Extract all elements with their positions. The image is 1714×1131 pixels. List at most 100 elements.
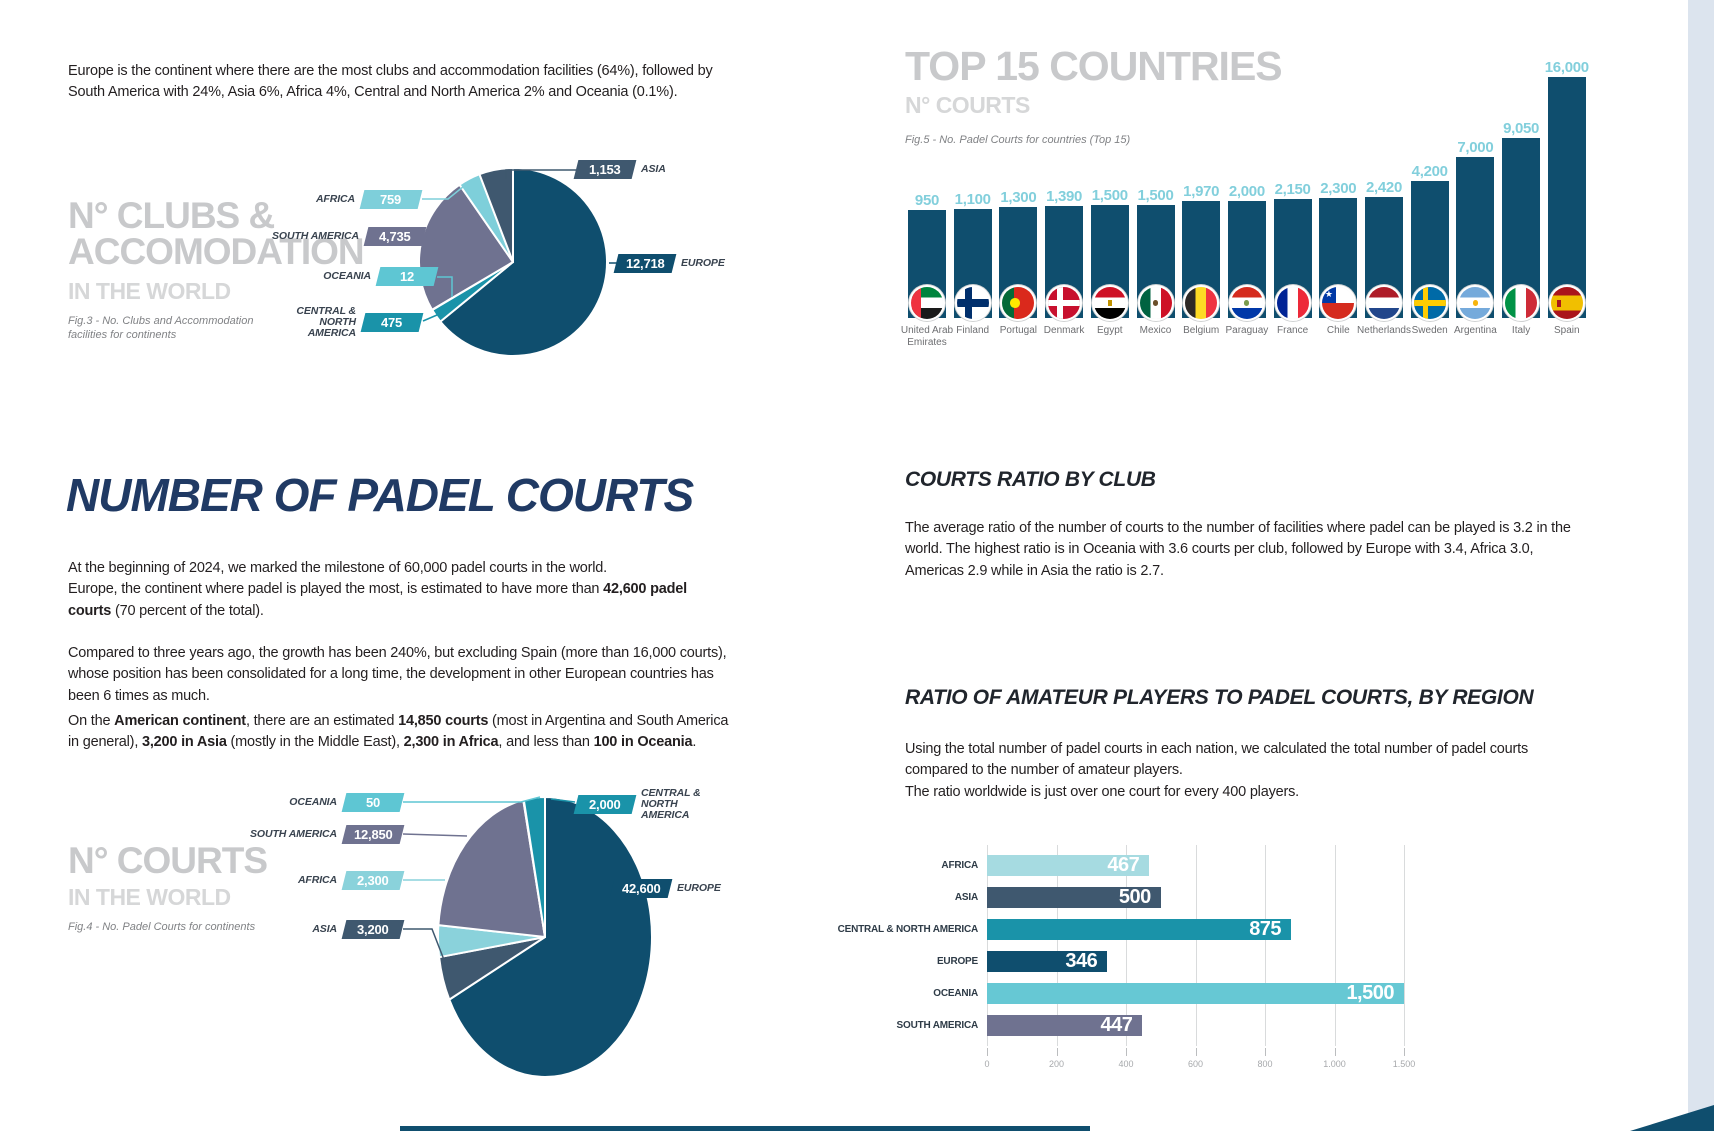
hbar-value-label: 875 bbox=[1249, 918, 1282, 940]
hbar-oceania bbox=[987, 983, 1404, 1004]
gridline bbox=[1056, 845, 1058, 1046]
bar-value-label: 9,050 bbox=[1503, 120, 1540, 138]
value-chip: 2,000 bbox=[573, 795, 637, 815]
tick-label: 0 bbox=[984, 1059, 990, 1069]
tick-label: 800 bbox=[1257, 1059, 1273, 1069]
fig4-label-central-north-america: 2,000 CENTRAL & NORTH AMERICA bbox=[573, 787, 723, 821]
flag-mexico-icon bbox=[1137, 285, 1174, 321]
gridline bbox=[987, 845, 988, 1046]
ratio-players-title: RATIO OF AMATEUR PLAYERS TO PADEL COURTS… bbox=[905, 686, 1534, 709]
bar-country-label: Italy bbox=[1511, 325, 1531, 336]
bar-value-label: 1,500 bbox=[1091, 187, 1128, 205]
fig3-label-south-america: SOUTH AMERICA 4,735 bbox=[272, 227, 427, 246]
bar-country-label: Portugal bbox=[999, 325, 1038, 336]
bar-country-label: Paraguay bbox=[1225, 325, 1269, 336]
bar-country-label: Sweden bbox=[1411, 325, 1448, 336]
tick-label: 1.500 bbox=[1392, 1059, 1416, 1069]
flag-denmark-icon bbox=[1046, 285, 1083, 321]
flag-face bbox=[1459, 287, 1492, 319]
pie-slice-europe bbox=[448, 796, 653, 1078]
value-chip: 759 bbox=[359, 190, 423, 209]
bar-country-label: Denmark bbox=[1043, 325, 1085, 336]
bar-value-label: 1,500 bbox=[1137, 187, 1174, 205]
flag-portugal-icon bbox=[1000, 285, 1037, 321]
hbar-europe bbox=[987, 951, 1108, 972]
flag-france-icon bbox=[1274, 285, 1311, 321]
bar-country-label: Chile bbox=[1326, 325, 1350, 336]
hbar-category-oceania: OCEANIA bbox=[933, 988, 978, 999]
pie-slice-central-north-america bbox=[522, 796, 546, 938]
flag-face bbox=[1276, 287, 1309, 319]
bar-value-label: 16,000 bbox=[1544, 58, 1589, 76]
clubs-pie-chart bbox=[418, 167, 617, 357]
tick-mark bbox=[1334, 1048, 1336, 1056]
fig3-label-europe: 12,718 EUROPE bbox=[613, 254, 725, 273]
flag-finland-icon bbox=[954, 285, 991, 321]
hbar-value-label: 467 bbox=[1107, 854, 1140, 876]
gridline bbox=[1404, 845, 1405, 1046]
fig4-caption: Fig.4 - No. Padel Courts for continents bbox=[68, 921, 256, 933]
pie-slice-europe bbox=[439, 167, 608, 357]
pie-connector-south-america bbox=[425, 236, 442, 242]
bar-country-label: Egypt bbox=[1097, 325, 1123, 336]
pie-connector-asia bbox=[403, 928, 447, 966]
tick-label: 400 bbox=[1118, 1059, 1134, 1069]
tick-mark bbox=[1056, 1048, 1058, 1056]
hbar-category-europe: EUROPE bbox=[936, 956, 978, 967]
value-chip: 3,200 bbox=[341, 920, 405, 939]
fig4-label-asia: ASIA 3,200 bbox=[312, 920, 405, 939]
hbar-africa bbox=[987, 855, 1150, 876]
flag-egypt-icon bbox=[1091, 285, 1128, 321]
gridline bbox=[1126, 845, 1127, 1046]
flag-sweden-icon bbox=[1411, 285, 1448, 321]
fig3-caption: Fig.3 - No. Clubs and Accommodation faci… bbox=[68, 315, 254, 342]
value-chip: 2,300 bbox=[341, 871, 405, 890]
tick-mark bbox=[1265, 1048, 1266, 1056]
flag-italy-icon bbox=[1503, 285, 1540, 321]
value-chip: 12,850 bbox=[341, 825, 405, 844]
pie-connector-central-north-america bbox=[550, 798, 576, 803]
flag-argentina-icon bbox=[1457, 285, 1494, 321]
hbar-category-south-america: SOUTH AMERICA bbox=[896, 1020, 979, 1031]
bar-value-label: 4,200 bbox=[1411, 163, 1448, 181]
gridline bbox=[1195, 845, 1197, 1046]
hbar-value-label: 447 bbox=[1100, 1014, 1133, 1036]
ratio-players-paragraph: Using the total number of padel courts i… bbox=[905, 740, 1529, 801]
ratio-club-paragraph: The average ratio of the number of court… bbox=[905, 519, 1571, 580]
flag-face bbox=[1413, 287, 1446, 319]
flag-face bbox=[1002, 287, 1035, 319]
bar-value-label: 7,000 bbox=[1457, 138, 1494, 156]
bar-value-label: 1,970 bbox=[1183, 182, 1220, 200]
value-chip: 50 bbox=[341, 793, 405, 812]
bottom-bar-decor bbox=[400, 1126, 1090, 1131]
tick-mark bbox=[1126, 1048, 1127, 1056]
fig3-label-oceania: OCEANIA 12 bbox=[323, 267, 439, 286]
fig3-label-asia: 1,153 ASIA bbox=[573, 160, 666, 179]
fig3-label-central-north-america: CENTRAL & NORTH AMERICA 475 bbox=[274, 305, 424, 339]
bar-country-label: Belgium bbox=[1183, 325, 1220, 336]
flag-netherlands-icon bbox=[1366, 285, 1402, 321]
tick-mark bbox=[1404, 1048, 1405, 1056]
hbar-value-label: 346 bbox=[1065, 950, 1098, 972]
flag-face bbox=[1550, 287, 1583, 319]
bar-value-label: 2,420 bbox=[1365, 179, 1403, 196]
corner-triangle-decor bbox=[1630, 1105, 1714, 1131]
value-chip: 4,735 bbox=[363, 227, 427, 246]
pie-slice-south-america bbox=[437, 798, 546, 938]
bar-country-label: United Arab Emirates bbox=[900, 325, 954, 348]
flag-spain-icon bbox=[1548, 285, 1585, 321]
flag-face bbox=[911, 287, 943, 319]
flag-chile-icon bbox=[1320, 285, 1357, 321]
flag-uae-icon bbox=[909, 285, 945, 321]
bar-value-label: 1,300 bbox=[1000, 188, 1037, 206]
section-title-number-of-padel-courts: NUMBER OF PADEL COURTS bbox=[66, 469, 694, 521]
pie-connector-asia bbox=[505, 169, 576, 179]
bar-value-label: 1,390 bbox=[1046, 188, 1083, 206]
flag-face bbox=[1368, 287, 1400, 319]
pie-connector-oceania bbox=[437, 276, 453, 297]
value-chip: 12 bbox=[375, 267, 439, 286]
hbar-value-label: 500 bbox=[1118, 886, 1151, 908]
ratio-club-title: COURTS RATIO BY CLUB bbox=[905, 468, 1156, 491]
fig3-label-africa: AFRICA 759 bbox=[316, 190, 423, 209]
